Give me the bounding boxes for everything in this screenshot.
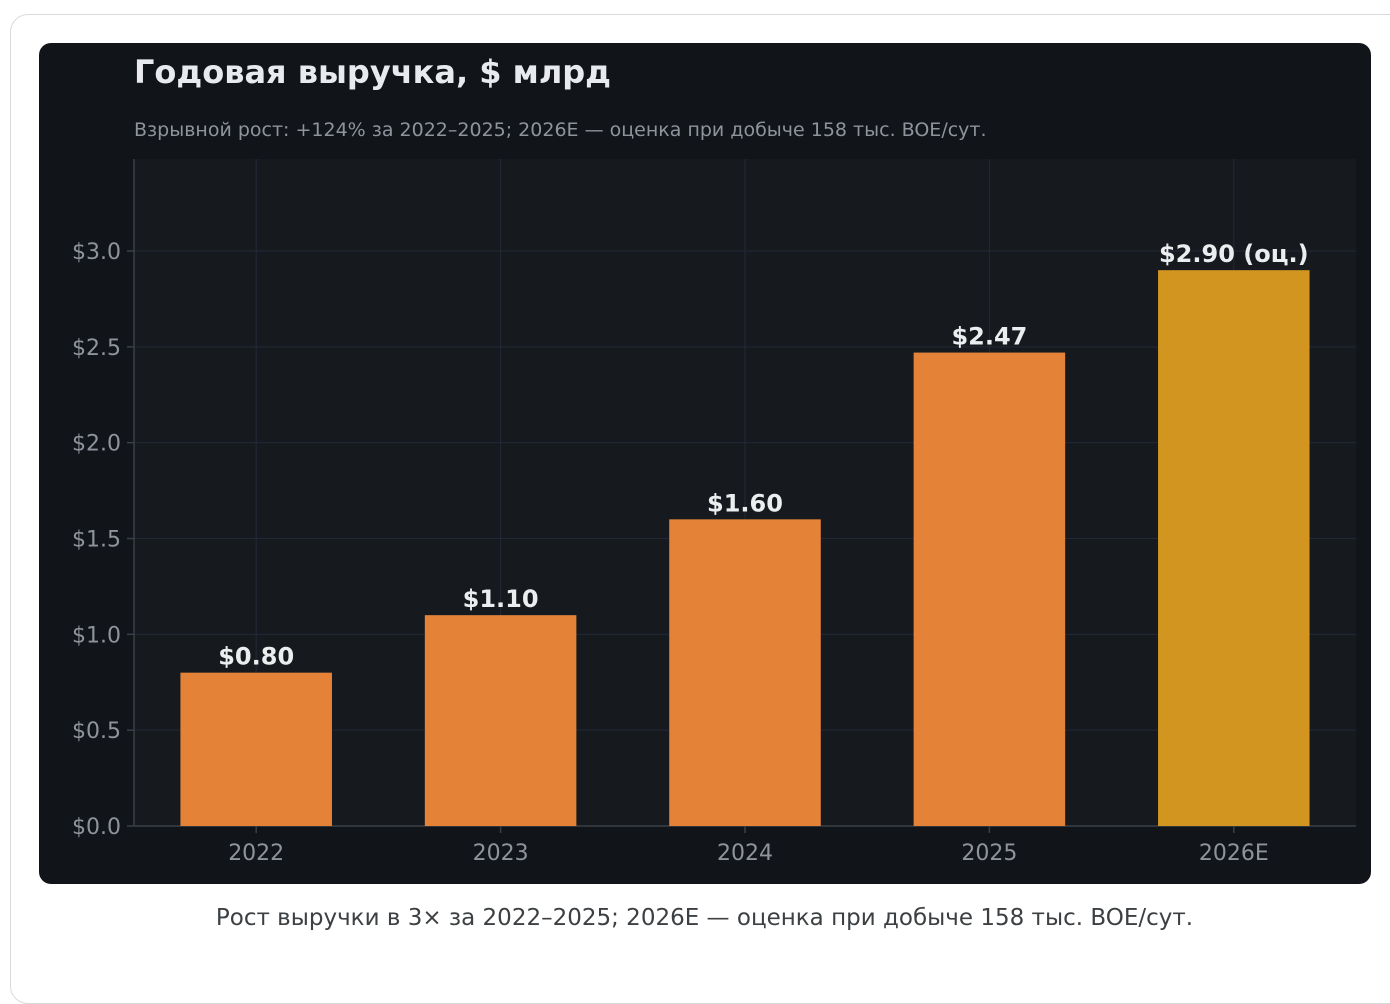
y-tick-label: $0.0 — [72, 815, 121, 840]
bar-chart: $0.0 $0.5 $1.0 $1.5 $2.0 $2.5 $3.0 $0.80 2022 $1.… — [72, 159, 1356, 866]
x-tick-label: 2026E — [1199, 841, 1269, 866]
bar-value-label: $1.60 — [707, 489, 783, 517]
bar-2023 — [424, 615, 577, 826]
bar-value-label: $2.47 — [951, 323, 1027, 351]
x-tick-label: 2022 — [228, 841, 284, 866]
y-tick-label: $2.5 — [72, 336, 121, 361]
x-tick-label: 2025 — [961, 841, 1017, 866]
figure-caption: Рост выручки в 3× за 2022–2025; 2026E — … — [215, 905, 1194, 931]
y-tick-label: $0.5 — [72, 719, 121, 744]
y-tick-label: $1.0 — [72, 623, 121, 648]
chart-subtitle: Взрывной рост: +124% за 2022–2025; 2026E… — [134, 119, 987, 141]
bar-2026E — [1158, 270, 1310, 826]
bar-2024 — [669, 519, 821, 826]
y-tick-label: $2.0 — [72, 432, 121, 457]
y-tick-label: $3.0 — [72, 240, 121, 265]
bar-value-label: $2.90 (оц.) — [1159, 240, 1309, 268]
x-tick-label: 2023 — [473, 841, 529, 866]
y-tick-label: $1.5 — [72, 528, 121, 553]
chart-title: Годовая выручка, $ млрд — [134, 53, 612, 91]
chart-figure: Годовая выручка, $ млрд Взрывной рост: +… — [39, 43, 1371, 884]
bar-2022 — [180, 672, 332, 826]
bar-2025 — [913, 352, 1066, 826]
x-tick-label: 2024 — [717, 841, 773, 866]
bar-value-label: $1.10 — [463, 585, 539, 613]
bar-value-label: $0.80 — [218, 643, 294, 671]
